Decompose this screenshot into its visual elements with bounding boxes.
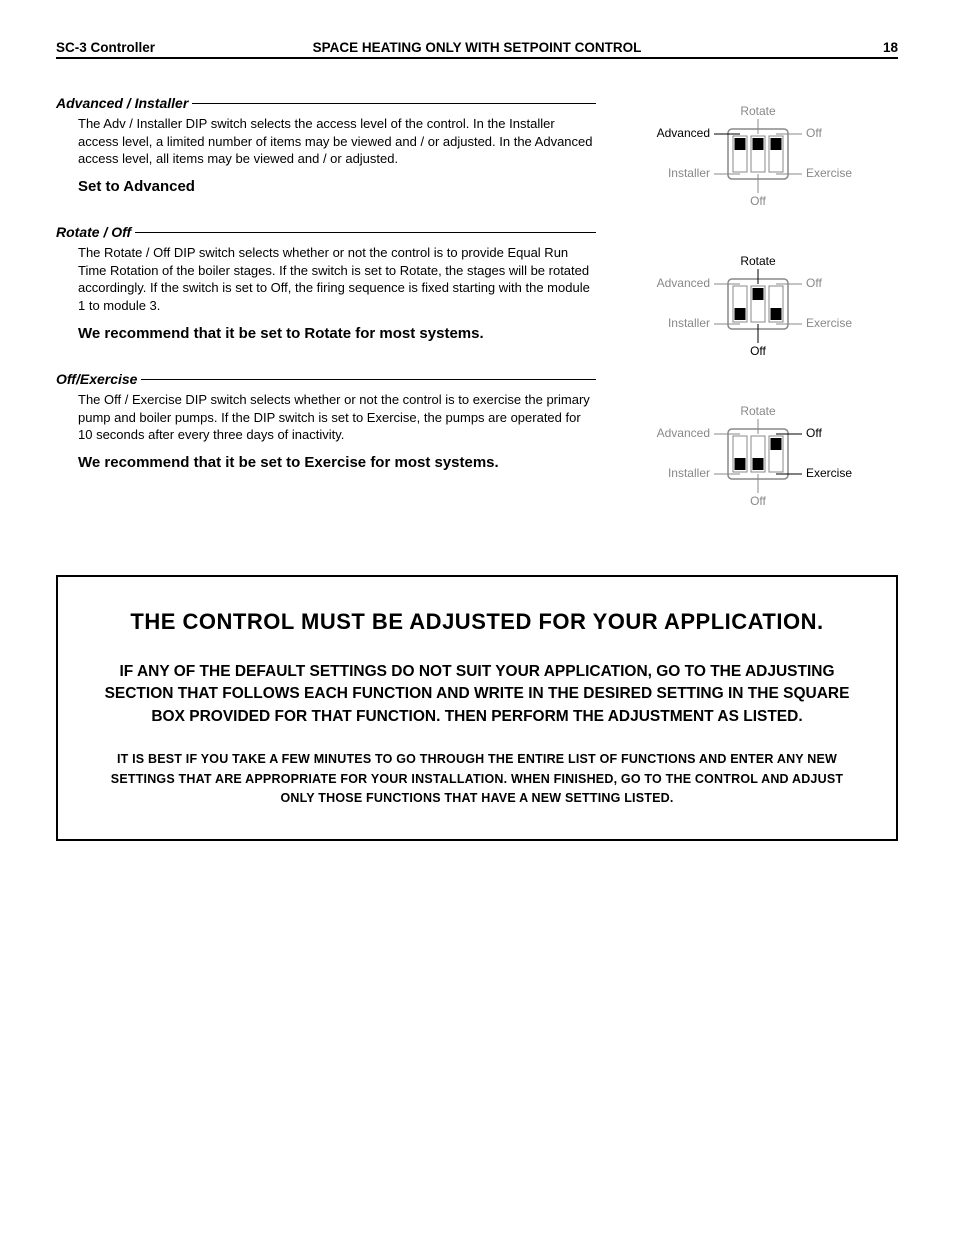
dip-diagram-exercise: Rotate Off Advanced Installer Off Exerci… — [638, 399, 878, 519]
section-off-exercise: Off/Exercise The Off / Exercise DIP swit… — [56, 371, 596, 472]
text-column: Advanced / Installer The Adv / Installer… — [56, 95, 596, 519]
svg-text:Advanced: Advanced — [657, 426, 710, 440]
svg-text:Exercise: Exercise — [806, 466, 852, 480]
svg-text:Off: Off — [750, 494, 766, 508]
section-title-row: Off/Exercise — [56, 371, 596, 387]
svg-text:Installer: Installer — [668, 466, 710, 480]
section-rule — [192, 103, 596, 104]
svg-text:Rotate: Rotate — [740, 254, 776, 268]
section-body: The Off / Exercise DIP switch selects wh… — [56, 391, 596, 444]
svg-text:Installer: Installer — [668, 166, 710, 180]
section-recommendation: We recommend that it be set to Rotate fo… — [56, 325, 596, 344]
section-body: The Adv / Installer DIP switch selects t… — [56, 115, 596, 168]
section-recommendation: Set to Advanced — [56, 178, 596, 197]
svg-text:Advanced: Advanced — [657, 276, 710, 290]
section-title-row: Advanced / Installer — [56, 95, 596, 111]
svg-text:Off: Off — [806, 276, 822, 290]
notice-para-1: IF ANY OF THE DEFAULT SETTINGS DO NOT SU… — [98, 661, 856, 728]
header-center: SPACE HEATING ONLY WITH SETPOINT CONTROL — [0, 40, 954, 55]
svg-text:Exercise: Exercise — [806, 316, 852, 330]
svg-text:Off: Off — [750, 194, 766, 208]
section-title: Off/Exercise — [56, 371, 141, 387]
section-title: Advanced / Installer — [56, 95, 192, 111]
section-body: The Rotate / Off DIP switch selects whet… — [56, 244, 596, 314]
content-row: Advanced / Installer The Adv / Installer… — [56, 95, 898, 519]
section-advanced-installer: Advanced / Installer The Adv / Installer… — [56, 95, 596, 196]
section-recommendation: We recommend that it be set to Exercise … — [56, 454, 596, 473]
svg-text:Rotate: Rotate — [740, 104, 776, 118]
notice-box: THE CONTROL MUST BE ADJUSTED FOR YOUR AP… — [56, 575, 898, 841]
section-rule — [141, 379, 596, 380]
dip-diagram-advanced: Rotate Off Advanced Installer Off Exerci… — [638, 99, 878, 219]
svg-text:Off: Off — [750, 344, 766, 358]
section-rotate-off: Rotate / Off The Rotate / Off DIP switch… — [56, 224, 596, 343]
notice-heading: THE CONTROL MUST BE ADJUSTED FOR YOUR AP… — [98, 609, 856, 635]
svg-text:Exercise: Exercise — [806, 166, 852, 180]
svg-text:Advanced: Advanced — [657, 126, 710, 140]
notice-para-2: IT IS BEST IF YOU TAKE A FEW MINUTES TO … — [98, 750, 856, 808]
diagram-column: Rotate Off Advanced Installer Off Exerci… — [618, 95, 898, 519]
section-rule — [135, 232, 596, 233]
svg-text:Off: Off — [806, 426, 822, 440]
page-header: SC-3 Controller SPACE HEATING ONLY WITH … — [56, 40, 898, 59]
section-title-row: Rotate / Off — [56, 224, 596, 240]
section-title: Rotate / Off — [56, 224, 135, 240]
svg-text:Installer: Installer — [668, 316, 710, 330]
svg-text:Off: Off — [806, 126, 822, 140]
dip-diagram-rotate: Rotate Off Advanced Installer Off Exerci… — [638, 249, 878, 369]
page: SC-3 Controller SPACE HEATING ONLY WITH … — [0, 0, 954, 1235]
svg-text:Rotate: Rotate — [740, 404, 776, 418]
